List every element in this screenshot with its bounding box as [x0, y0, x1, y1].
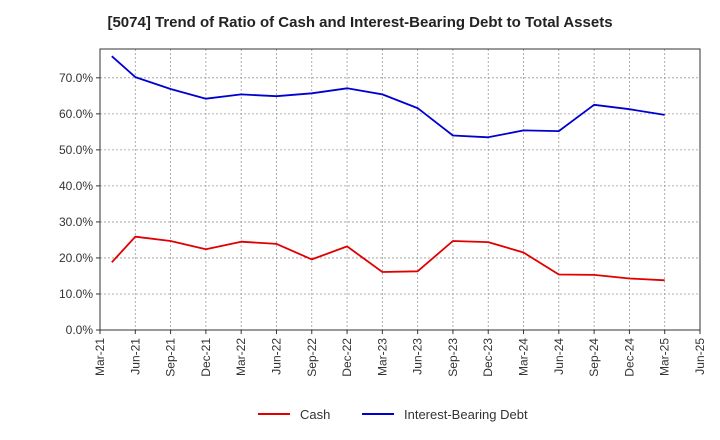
x-tick-label: Jun-21 [128, 338, 142, 375]
x-tick-label: Sep-22 [305, 338, 319, 377]
legend: Cash Interest-Bearing Debt [258, 407, 528, 422]
y-tick-label: 60.0% [59, 107, 93, 121]
x-tick-label: Jun-23 [411, 338, 425, 375]
y-tick-label: 50.0% [59, 143, 93, 157]
legend-label-debt: Interest-Bearing Debt [404, 407, 528, 422]
y-tick-label: 70.0% [59, 71, 93, 85]
x-tick-label: Mar-21 [93, 338, 107, 376]
x-tick-label: Mar-23 [375, 338, 389, 376]
x-axis-ticks: Mar-21 Jun-21 Sep-21 Dec-21 Mar-22 Jun-22 Sep-… [93, 330, 707, 377]
y-tick-label: 30.0% [59, 215, 93, 229]
x-tick-label: Sep-23 [446, 338, 460, 377]
x-tick-label: Mar-25 [658, 338, 672, 376]
y-axis-ticks: 0.0% 10.0% 20.0% 30.0% 40.0% 50.0% 60.0% 70.0% [59, 71, 100, 337]
x-tick-label: Dec-24 [622, 338, 636, 377]
legend-label-cash: Cash [300, 407, 330, 422]
grid-lines [99, 49, 701, 331]
series-lines [111, 55, 665, 282]
x-tick-label: Jun-25 [693, 338, 707, 375]
series-line-cash [111, 235, 665, 282]
x-tick-label: Mar-24 [517, 338, 531, 376]
x-tick-label: Mar-22 [234, 338, 248, 376]
y-tick-label: 10.0% [59, 287, 93, 301]
axes [99, 48, 701, 331]
y-tick-label: 0.0% [66, 323, 94, 337]
series-line-debt [111, 55, 665, 139]
x-tick-label: Jun-22 [269, 338, 283, 375]
x-tick-label: Dec-23 [481, 338, 495, 377]
x-tick-label: Jun-24 [552, 338, 566, 375]
y-tick-label: 20.0% [59, 251, 93, 265]
chart-title: [5074] Trend of Ratio of Cash and Intere… [107, 14, 613, 31]
x-tick-label: Sep-21 [164, 338, 178, 377]
y-tick-label: 40.0% [59, 179, 93, 193]
x-tick-label: Dec-21 [199, 338, 213, 377]
x-tick-label: Sep-24 [587, 338, 601, 377]
plot-frame [99, 48, 701, 331]
x-tick-label: Dec-22 [340, 338, 354, 377]
